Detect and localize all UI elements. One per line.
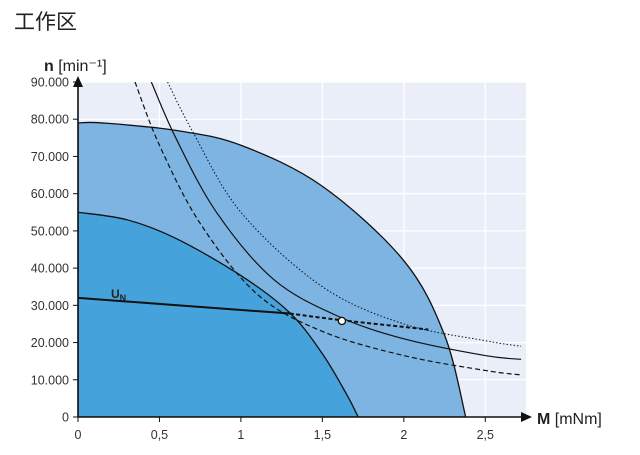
thermal-limit-2: [150, 82, 522, 360]
y-tick-label: 60.000: [31, 187, 69, 201]
x-tick-label: 2: [400, 428, 407, 442]
y-tick-label: 70.000: [31, 150, 69, 164]
continuous-operation-region: [78, 211, 359, 417]
x-axis-arrow: [521, 412, 532, 422]
y-tick-label: 20.000: [31, 336, 69, 350]
rated-voltage-label: UN: [111, 287, 126, 303]
y-tick-label: 30.000: [31, 299, 69, 313]
x-tick-label: 0: [75, 428, 82, 442]
thermal-limit-1: [167, 82, 522, 347]
x-tick-label: 2,5: [477, 428, 494, 442]
x-tick-label: 1: [237, 428, 244, 442]
y-tick-label: 50.000: [31, 224, 69, 238]
y-tick-label: 90.000: [31, 76, 69, 90]
y-tick-label: 0: [62, 411, 69, 425]
x-tick-label: 1,5: [314, 428, 331, 442]
page-title: 工作区: [14, 10, 77, 34]
y-tick-label: 80.000: [31, 113, 69, 127]
x-tick-label: 0,5: [151, 428, 168, 442]
y-tick-label: 10.000: [31, 373, 69, 387]
y-axis-label: n [min⁻¹]: [44, 58, 107, 75]
operating-point: [337, 316, 347, 326]
y-tick-label: 40.000: [31, 262, 69, 276]
x-axis-label: M [mNm]: [537, 411, 602, 428]
rated-voltage-line: [78, 296, 290, 315]
